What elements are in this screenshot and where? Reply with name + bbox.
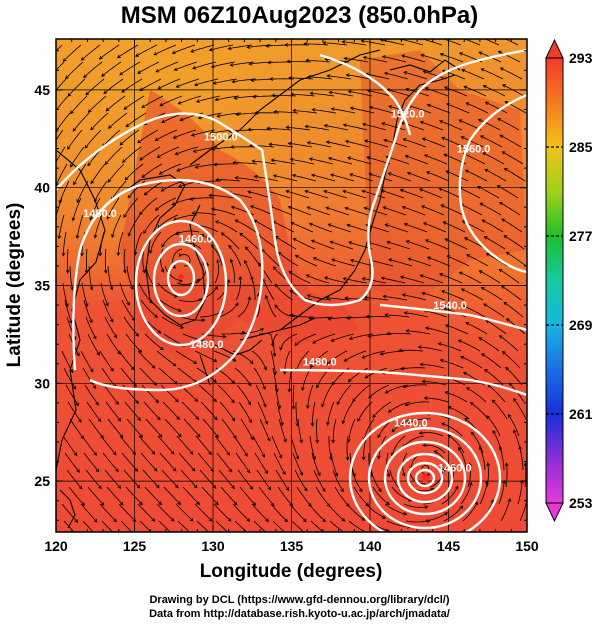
low-center-west-icon [178, 274, 184, 280]
contour-1480-south [279, 368, 527, 397]
contour-1460 [134, 219, 228, 347]
contour-label: 1460.0 [438, 462, 472, 474]
credit-drawing: Drawing by DCL (https://www.gfd-dennou.o… [149, 594, 450, 606]
contour-1500 [56, 48, 527, 307]
colorbar-bottom-arrow [545, 502, 564, 523]
contour-label: 1560.0 [457, 143, 491, 155]
colorbar-label: 261 [569, 406, 593, 422]
x-tick-label: 120 [44, 538, 68, 554]
contour-1560 [458, 93, 527, 274]
x-tick-label: 145 [437, 538, 461, 554]
contour-label: 1440.0 [394, 417, 428, 429]
contour-label: 1520.0 [391, 108, 425, 120]
colorbar-top-arrow [545, 38, 564, 59]
typhoon-center-icon [421, 474, 429, 482]
y-tick-label: 45 [34, 82, 50, 98]
x-tick-label: 150 [515, 538, 539, 554]
x-axis-label: Longitude (degrees) [200, 561, 383, 582]
y-tick-label: 30 [34, 375, 50, 391]
map-title: MSM 06Z10Aug2023 (850.0hPa) [120, 2, 479, 29]
colorbar-label: 269 [569, 317, 593, 333]
contour-label: 1460.0 [179, 233, 213, 245]
x-tick-label: 130 [201, 538, 225, 554]
x-tick-label: 140 [358, 538, 382, 554]
y-axis-label: Latitude (degrees) [4, 203, 25, 368]
colorbar: 293 285 277 269 261 253 [545, 38, 593, 523]
contour-1480-outer [72, 178, 264, 392]
contour-label: 1480.0 [83, 208, 117, 220]
contour-label: 1540.0 [433, 300, 467, 312]
colorbar-label: 253 [569, 495, 593, 511]
contour-1520 [319, 53, 412, 136]
wind-streamlines [56, 39, 527, 532]
colorbar-label: 277 [569, 228, 593, 244]
y-tick-label: 35 [34, 278, 50, 294]
x-tick-label: 125 [123, 538, 147, 554]
contour-labels: 1500.0 1520.0 1560.0 1480.0 1460.0 1480.0 1540… [83, 108, 490, 474]
credit-data-source: Data from http://database.rish.kyoto-u.a… [149, 608, 450, 620]
colorbar-label: 285 [569, 139, 593, 155]
pressure-centers [178, 274, 429, 482]
colorbar-scale [545, 57, 564, 504]
contour-1440 [348, 411, 502, 532]
y-tick-label: 25 [34, 473, 50, 489]
contour-label: 1480.0 [303, 357, 337, 369]
contour-1540 [379, 303, 527, 332]
contour-label: 1480.0 [190, 339, 224, 351]
colorbar-label: 293 [569, 50, 593, 66]
x-tick-label: 135 [280, 538, 304, 554]
y-tick-label: 40 [34, 180, 50, 196]
axis-ticks [55, 39, 528, 532]
axis-tick-labels: 120 125 130 135 140 145 150 25 30 35 40 45 [34, 82, 538, 554]
contour-label: 1500.0 [204, 132, 238, 144]
height-contours [56, 48, 527, 532]
